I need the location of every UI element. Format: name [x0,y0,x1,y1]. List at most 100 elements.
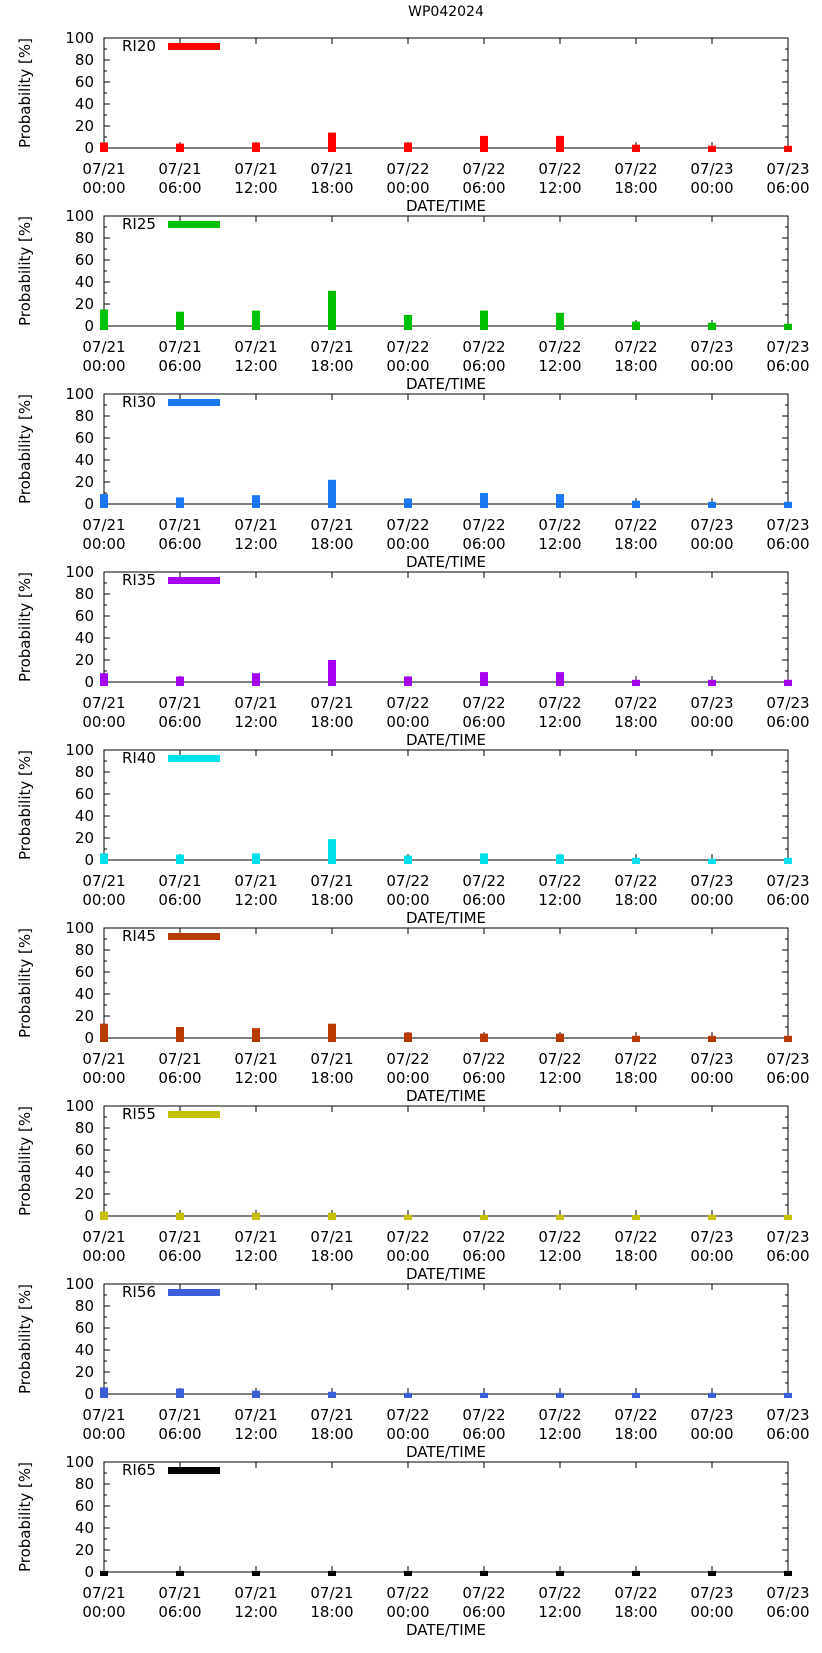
x-tick-label-time: 00:00 [690,357,733,375]
bar-ri56-7 [632,1392,640,1398]
x-tick-label: 07/22 06:00 [462,1584,505,1621]
x-tick-label-time: 12:00 [234,535,277,553]
legend-swatch [168,1467,220,1474]
y-tick-label: 0 [84,1029,94,1047]
legend-label: RI25 [122,215,156,233]
x-tick-label-time: 00:00 [386,1247,429,1265]
x-tick-label-time: 18:00 [614,357,657,375]
x-tick-label-date: 07/21 [234,1584,277,1602]
x-tick-label: 07/21 06:00 [158,1584,201,1621]
x-axis-title: DATE/TIME [406,1621,486,1639]
x-tick-label-time: 06:00 [766,357,809,375]
bar-ri35-3 [328,660,336,686]
x-tick-label-time: 06:00 [462,1247,505,1265]
y-axis-title: Probability [%] [16,1106,34,1216]
bar-ri45-3 [328,1023,336,1042]
x-tick-label: 07/22 00:00 [386,694,429,731]
y-tick-label: 0 [84,1385,94,1403]
x-tick-label: 07/21 18:00 [310,1406,353,1443]
x-tick-label-date: 07/21 [310,694,353,712]
x-tick-label: 07/21 06:00 [158,338,201,375]
x-tick-label-time: 18:00 [614,891,657,909]
bar-ri20-3 [328,132,336,152]
x-tick-label-time: 00:00 [690,1069,733,1087]
y-tick-label: 0 [84,139,94,157]
x-tick-label-time: 18:00 [614,713,657,731]
y-tick-label: 100 [65,919,94,937]
y-tick-label: 60 [75,785,94,803]
x-tick-label: 07/22 18:00 [614,1406,657,1443]
x-tick-label: 07/22 06:00 [462,872,505,909]
x-tick-label: 07/23 06:00 [766,160,809,197]
x-tick-label-date: 07/22 [386,1228,429,1246]
y-tick-label: 80 [75,51,94,69]
y-tick-label: 100 [65,1275,94,1293]
x-tick-label-date: 07/22 [386,160,429,178]
legend-swatch [168,577,220,584]
x-tick-label: 07/22 06:00 [462,694,505,731]
x-tick-label-time: 00:00 [690,1603,733,1621]
x-tick-label-date: 07/23 [766,1406,809,1424]
x-tick-label-date: 07/22 [386,1050,429,1068]
x-tick-label-time: 12:00 [234,1603,277,1621]
x-tick-label-date: 07/21 [158,1228,201,1246]
bar-ri55-4 [404,1214,412,1220]
x-tick-label-time: 00:00 [82,891,125,909]
x-axis-title: DATE/TIME [406,1265,486,1283]
bar-ri40-0 [100,853,108,864]
x-tick-label: 07/22 12:00 [538,872,581,909]
x-tick-label: 07/23 06:00 [766,1584,809,1621]
y-tick-label: 80 [75,763,94,781]
y-axis-title: Probability [%] [16,750,34,860]
x-tick-label: 07/23 00:00 [690,516,733,553]
y-tick-label: 20 [75,117,94,135]
x-tick-label-time: 18:00 [310,357,353,375]
bar-ri30-3 [328,479,336,508]
bar-ri40-6 [556,854,564,864]
x-tick-label: 07/22 00:00 [386,516,429,553]
x-tick-label-time: 00:00 [82,1247,125,1265]
x-tick-label-date: 07/22 [538,1406,581,1424]
x-tick-label-time: 06:00 [462,357,505,375]
x-tick-label-time: 12:00 [538,1069,581,1087]
bar-ri56-6 [556,1392,564,1398]
bar-ri25-5 [480,310,488,330]
x-tick-label: 07/22 18:00 [614,516,657,553]
x-tick-label-date: 07/21 [158,872,201,890]
y-tick-label: 100 [65,1453,94,1471]
x-tick-label-date: 07/23 [766,160,809,178]
y-tick-label: 100 [65,741,94,759]
x-tick-label-date: 07/21 [234,160,277,178]
x-tick-label: 07/21 00:00 [82,516,125,553]
y-tick-label: 60 [75,1497,94,1515]
bar-ri40-5 [480,853,488,864]
x-tick-label-date: 07/23 [690,1228,733,1246]
bar-ri55-2 [252,1212,260,1220]
bar-ri30-6 [556,494,564,508]
x-tick-label: 07/23 00:00 [690,1406,733,1443]
y-tick-label: 40 [75,1341,94,1359]
x-tick-label-time: 06:00 [766,713,809,731]
legend-label: RI65 [122,1461,156,1479]
x-tick-label: 07/21 12:00 [234,694,277,731]
bar-ri30-5 [480,493,488,508]
x-tick-label: 07/22 12:00 [538,1050,581,1087]
bar-ri45-4 [404,1032,412,1042]
x-tick-label-time: 06:00 [158,535,201,553]
x-tick-label: 07/22 06:00 [462,1406,505,1443]
x-tick-label-date: 07/22 [614,1584,657,1602]
y-tick-label: 60 [75,1141,94,1159]
x-tick-label: 07/22 06:00 [462,160,505,197]
x-tick-label-time: 00:00 [386,891,429,909]
bar-ri65-1 [176,1570,184,1576]
bar-ri25-2 [252,310,260,330]
x-axis-title: DATE/TIME [406,375,486,393]
x-tick-label: 07/21 00:00 [82,1406,125,1443]
y-tick-label: 100 [65,207,94,225]
